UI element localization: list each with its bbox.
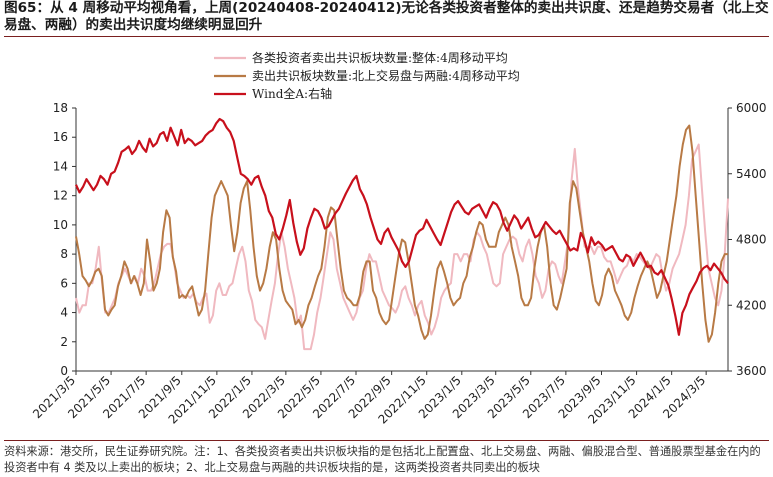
series-line-1	[75, 143, 729, 351]
series-line-2	[75, 124, 728, 343]
left-tick-label: 4	[60, 306, 68, 320]
right-tick-label: 4200	[736, 298, 767, 312]
right-y-axis: 3600 4200 4800 5400 6000	[728, 101, 767, 378]
legend-label-2: 卖出共识板块数量:北上交易盘与两融:4周移动平均	[252, 68, 520, 83]
left-tick-label: 0	[60, 364, 68, 378]
left-y-axis: 0 2 4 6 8 10 12 14 16 18	[53, 101, 76, 378]
x-axis: 2021/3/52021/5/52021/7/52021/9/52021/11/…	[30, 371, 708, 427]
legend-label-1: 各类投资者卖出共识板块数量:整体:4周移动平均	[252, 50, 508, 65]
series-group	[74, 117, 729, 351]
right-tick-label: 5400	[736, 167, 767, 181]
left-tick-label: 16	[53, 130, 68, 144]
series-line-3	[74, 117, 729, 336]
legend: 各类投资者卖出共识板块数量:整体:4周移动平均卖出共识板块数量:北上交易盘与两融…	[214, 50, 520, 101]
note-rule	[4, 440, 769, 441]
figure-title: 图65：从 4 周移动平均视角看，上周(20240408-20240412)无论…	[4, 0, 769, 33]
left-tick-label: 14	[53, 159, 68, 173]
right-tick-label: 4800	[736, 233, 767, 247]
left-tick-label: 8	[60, 247, 68, 261]
title-rule	[4, 36, 769, 37]
source-note: 资料来源：港交所，民生证券研究院。注：1、各类投资者卖出共识板块指的是包括北上配…	[4, 445, 761, 474]
left-tick-label: 18	[53, 101, 68, 115]
left-tick-label: 2	[60, 335, 68, 349]
left-tick-label: 12	[53, 189, 68, 203]
right-tick-label: 3600	[736, 364, 767, 378]
right-tick-label: 6000	[736, 101, 767, 115]
left-tick-label: 6	[60, 276, 68, 290]
legend-label-3: Wind全A:右轴	[252, 86, 332, 101]
left-tick-label: 10	[53, 218, 68, 232]
line-chart: 0 2 4 6 8 10 12 14 16 18 3600 4200 4800 5400 6000 202…	[30, 50, 767, 427]
